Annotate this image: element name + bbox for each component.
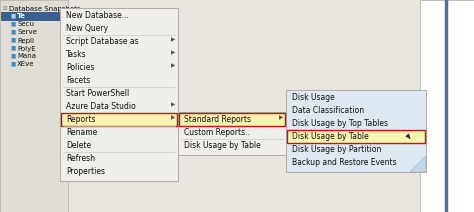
Text: ▶: ▶ [171, 37, 175, 42]
Text: Disk Usage by Partition: Disk Usage by Partition [292, 145, 382, 154]
Text: PolyE: PolyE [17, 46, 36, 52]
Text: Te: Te [17, 14, 26, 20]
Text: ■: ■ [10, 53, 15, 59]
Text: Refresh: Refresh [66, 154, 95, 163]
Text: ■: ■ [10, 38, 15, 42]
Text: Standard Reports: Standard Reports [184, 115, 251, 124]
Text: Start PowerShell: Start PowerShell [66, 89, 129, 98]
Text: ▶: ▶ [171, 63, 175, 68]
Text: New Database...: New Database... [66, 11, 129, 20]
Text: ■: ■ [10, 46, 15, 50]
Text: Properties: Properties [66, 167, 105, 176]
Text: Reports: Reports [66, 115, 95, 124]
FancyBboxPatch shape [0, 0, 68, 212]
Text: Disk Usage by Table: Disk Usage by Table [184, 141, 261, 150]
Text: Database Snapshots: Database Snapshots [9, 6, 81, 11]
Text: Disk Usage by Top Tables: Disk Usage by Top Tables [292, 119, 388, 128]
Text: ⊞: ⊞ [2, 6, 7, 11]
Text: Policies: Policies [66, 63, 94, 72]
Text: ▶: ▶ [171, 50, 175, 55]
FancyBboxPatch shape [60, 8, 178, 181]
Text: Tasks: Tasks [66, 50, 87, 59]
Text: Disk Usage: Disk Usage [292, 93, 335, 102]
Text: New Query: New Query [66, 24, 108, 33]
Text: Mana: Mana [17, 53, 36, 60]
Text: Azure Data Studio: Azure Data Studio [66, 102, 136, 111]
Text: Serve: Serve [17, 29, 37, 35]
FancyBboxPatch shape [286, 90, 426, 172]
Text: ■: ■ [10, 21, 15, 26]
Text: Custom Reports..: Custom Reports.. [184, 128, 250, 137]
Text: ■: ■ [10, 29, 15, 35]
FancyBboxPatch shape [178, 112, 286, 155]
Text: ▶: ▶ [171, 115, 175, 120]
Text: Script Database as: Script Database as [66, 37, 138, 46]
Text: ■: ■ [10, 61, 15, 67]
Text: Data Classification: Data Classification [292, 106, 364, 115]
Text: Delete: Delete [66, 141, 91, 150]
Polygon shape [410, 156, 426, 172]
Text: Backup and Restore Events: Backup and Restore Events [292, 158, 397, 167]
Text: Rename: Rename [66, 128, 97, 137]
FancyBboxPatch shape [179, 113, 285, 126]
FancyBboxPatch shape [287, 130, 425, 143]
Text: Secu: Secu [17, 21, 34, 28]
FancyBboxPatch shape [420, 0, 474, 212]
Text: ▶: ▶ [279, 115, 283, 120]
Text: Disk Usage by Table: Disk Usage by Table [292, 132, 369, 141]
Text: Repli: Repli [17, 38, 34, 43]
Text: ■: ■ [10, 14, 15, 18]
FancyBboxPatch shape [61, 113, 177, 126]
Polygon shape [410, 156, 426, 172]
Text: ▶: ▶ [171, 102, 175, 107]
Text: XEve: XEve [17, 61, 35, 67]
Text: Facets: Facets [66, 76, 90, 85]
FancyBboxPatch shape [1, 12, 67, 21]
